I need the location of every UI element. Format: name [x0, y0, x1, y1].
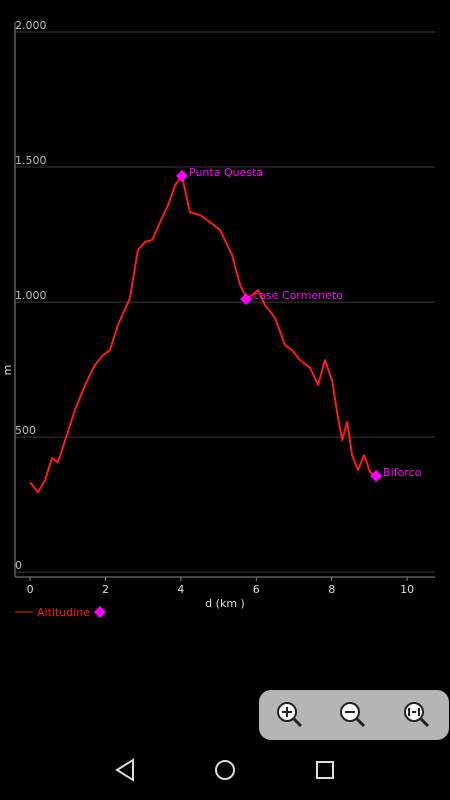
waypoint-label: Punta Questa [189, 166, 263, 179]
x-tick-label: 0 [27, 583, 34, 596]
chart: m d (km ) 0 500 1.000 1.500 2.000 0 2 4 6 8 10 Alti… [1, 19, 435, 619]
legend-marker [94, 606, 107, 618]
waypoint-label: case Cormeneto [253, 289, 343, 302]
zoom-out-button[interactable] [340, 702, 366, 728]
controls [115, 690, 449, 782]
waypoint-label: Biforco [383, 466, 422, 479]
zoom-fit-button[interactable] [404, 702, 430, 728]
y-tick-label: 0 [15, 559, 22, 572]
waypoint-marker [370, 469, 383, 482]
x-tick-label: 4 [177, 583, 184, 596]
y-axis-label: m [1, 365, 14, 376]
zoom-in-button[interactable] [277, 702, 303, 728]
y-tick-label: 2.000 [15, 19, 47, 32]
y-tick-label: 500 [15, 424, 36, 437]
legend-label: Altitudine [37, 606, 90, 619]
x-tick-label: 8 [328, 583, 335, 596]
y-tick-label: 1.500 [15, 154, 47, 167]
nav-home[interactable] [215, 760, 235, 780]
x-tick-label: 10 [400, 583, 414, 596]
x-tick-label: 6 [253, 583, 260, 596]
nav-recent[interactable] [316, 761, 334, 779]
waypoint-marker [240, 293, 253, 306]
y-tick-label: 1.000 [15, 289, 47, 302]
waypoint-marker [176, 169, 189, 182]
line [29, 174, 378, 494]
nav-back[interactable] [115, 758, 134, 782]
x-axis-label: d (km ) [205, 597, 245, 610]
x-tick-label: 2 [102, 583, 109, 596]
